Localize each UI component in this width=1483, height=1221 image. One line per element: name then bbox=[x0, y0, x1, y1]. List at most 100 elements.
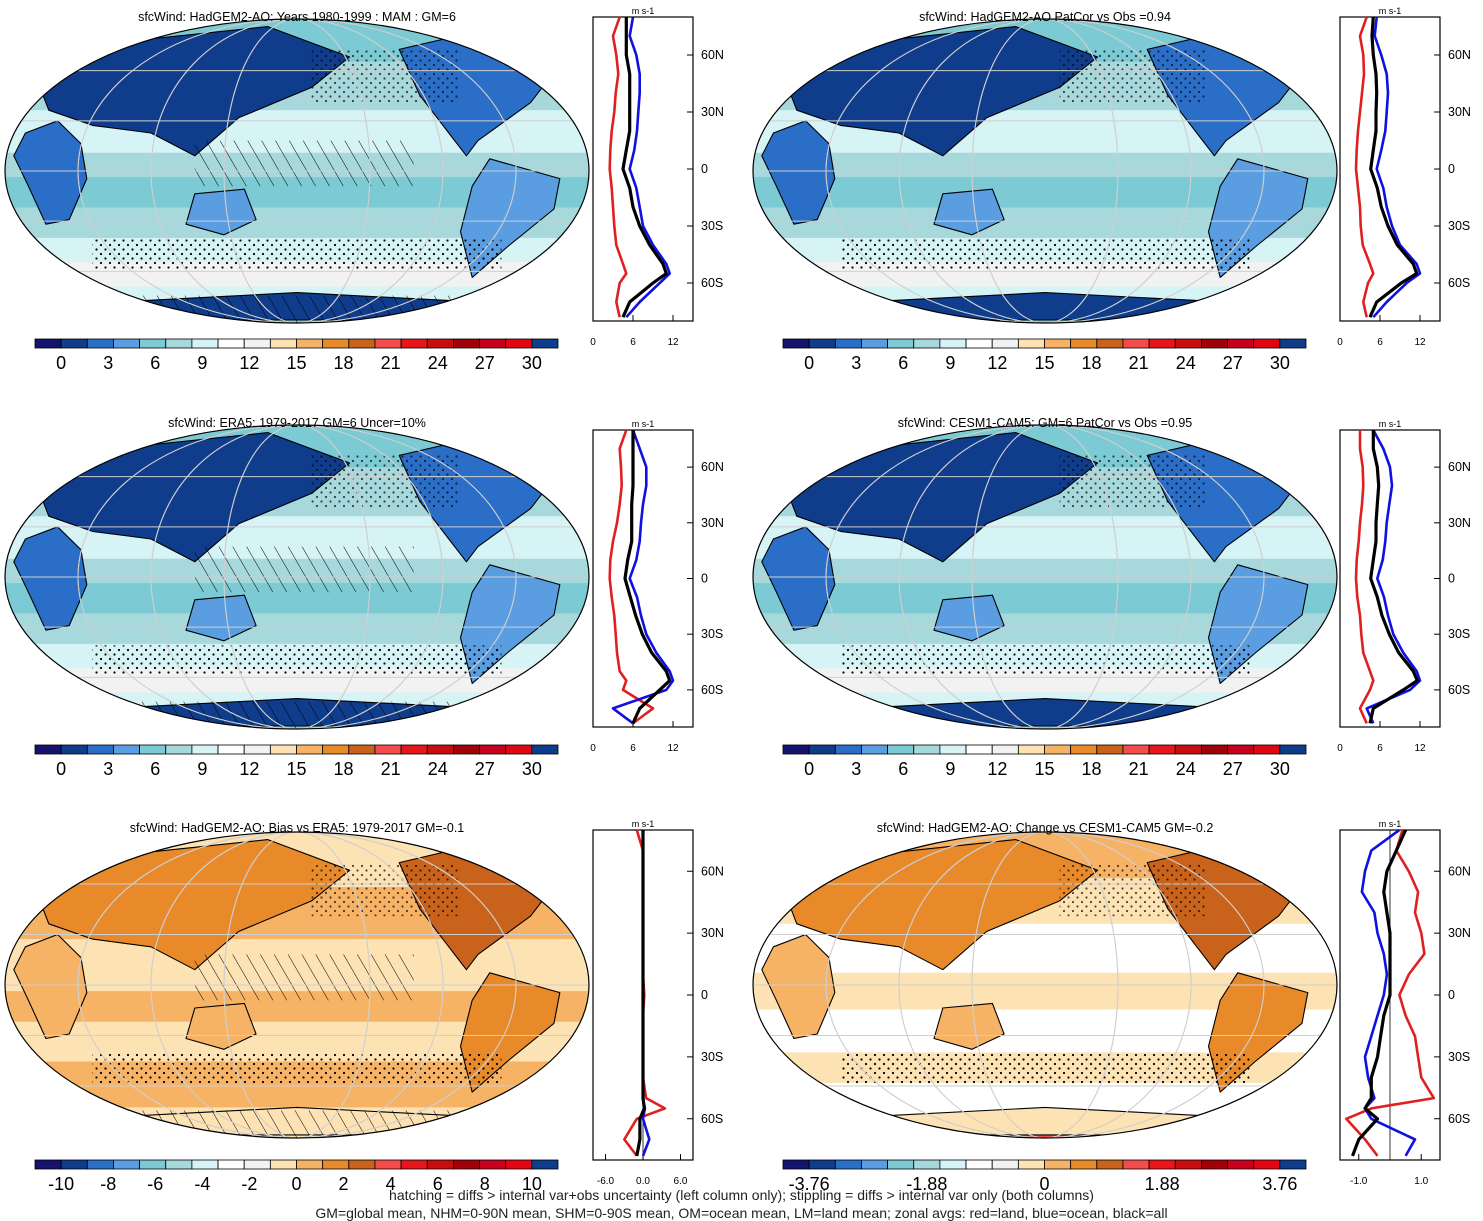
colorbar-swatch bbox=[939, 1159, 967, 1170]
profile-xtick-label: 0 bbox=[590, 743, 596, 754]
profile-ytick-label: 60S bbox=[701, 276, 723, 290]
colorbar-tick-label: 0 bbox=[56, 353, 66, 373]
colorbar-swatch bbox=[139, 338, 167, 349]
graticule-lon bbox=[825, 425, 1265, 729]
colorbar-tick-label: 27 bbox=[475, 759, 495, 779]
profile-ytick-label: 30N bbox=[1448, 926, 1471, 940]
stippled-region bbox=[92, 645, 502, 676]
map-4-continent-0 bbox=[13, 933, 88, 1040]
colorbar-swatch bbox=[217, 338, 245, 349]
colorbar-swatch bbox=[479, 744, 507, 755]
colorbar-swatch bbox=[1096, 1159, 1124, 1170]
colorbar-tick-label: 27 bbox=[1223, 759, 1243, 779]
map-panel-4: sfcWind: HadGEM2-AO: Bias vs ERA5: 1979-… bbox=[4, 821, 590, 1139]
colorbar-swatch bbox=[1122, 1159, 1150, 1170]
colorbar-swatch bbox=[113, 1159, 140, 1170]
colorbar-tick-label: 1.88 bbox=[1145, 1174, 1180, 1194]
profile-line-land bbox=[608, 429, 655, 725]
profile-line-all bbox=[1368, 430, 1419, 724]
colorbar-swatch bbox=[374, 1159, 402, 1170]
map-0-continent-1 bbox=[39, 26, 351, 157]
colorbar-tick-label: 30 bbox=[522, 759, 542, 779]
colorbar-swatch bbox=[808, 1159, 836, 1170]
stippled-region bbox=[840, 645, 1250, 676]
stippled-region bbox=[840, 239, 1250, 270]
map-2-continent-0 bbox=[13, 526, 88, 631]
map-panel-0: sfcWind: HadGEM2-AO: Years 1980-1999 : M… bbox=[4, 10, 590, 324]
colorbar-swatch bbox=[965, 744, 993, 755]
colorbar-swatch bbox=[1253, 744, 1281, 755]
profile-xtick-label: 0 bbox=[590, 337, 596, 348]
colorbar-swatch bbox=[991, 338, 1019, 349]
profile-xtick-label: -6.0 bbox=[597, 1176, 615, 1187]
graticule-lon bbox=[223, 832, 371, 1138]
profile-ytick-label: 60N bbox=[701, 864, 724, 878]
hatched-region bbox=[5, 1110, 589, 1138]
profile-ytick-label: 0 bbox=[1448, 988, 1455, 1002]
colorbar-swatch bbox=[913, 1159, 941, 1170]
colorbar-tick-label: 0 bbox=[804, 353, 814, 373]
colorbar-tick-label: 0 bbox=[804, 759, 814, 779]
colorbar-tick-label: -6 bbox=[147, 1174, 163, 1194]
colorbar-tick-label: 21 bbox=[381, 759, 401, 779]
graticule-lon bbox=[77, 19, 517, 323]
colorbar-swatch bbox=[400, 1159, 428, 1170]
colorbar-swatch bbox=[1253, 1159, 1281, 1170]
graticule-lon bbox=[971, 425, 1119, 729]
profile-line-all bbox=[1351, 829, 1408, 1157]
colorbar-swatch bbox=[1201, 744, 1228, 755]
colorbar-tick-label: 15 bbox=[1034, 759, 1054, 779]
colorbar-swatch bbox=[479, 1159, 507, 1170]
colorbar-swatch bbox=[1279, 338, 1307, 349]
map-0-continent-0 bbox=[13, 120, 88, 225]
colorbar-tick-label: 18 bbox=[334, 353, 354, 373]
profile-ytick-label: 0 bbox=[701, 572, 708, 586]
map-border bbox=[752, 18, 1338, 324]
colorbar-tick-label: 30 bbox=[1270, 353, 1290, 373]
colorbar-tick-label: 24 bbox=[1176, 353, 1196, 373]
map-2-continent-2 bbox=[185, 594, 257, 642]
colorbar-swatch bbox=[782, 338, 810, 349]
colorbar-swatch bbox=[479, 338, 507, 349]
colorbar-swatch bbox=[243, 744, 271, 755]
colorbar-tick-label: 12 bbox=[239, 353, 259, 373]
map-panel-3: sfcWind: CESM1-CAM5: GM=6 PatCor vs Obs … bbox=[752, 416, 1338, 730]
profile-line-all bbox=[621, 17, 668, 318]
colorbar-swatch bbox=[1201, 1159, 1228, 1170]
colorbar-swatch bbox=[834, 744, 862, 755]
profile-ytick-label: 30S bbox=[1448, 1050, 1470, 1064]
colorbar-swatch bbox=[34, 338, 62, 349]
colorbar-tick-label: 6 bbox=[898, 353, 908, 373]
graticule-lon bbox=[77, 425, 517, 729]
profile-ytick-label: 60S bbox=[1448, 1112, 1470, 1126]
colorbar-swatch bbox=[1148, 338, 1176, 349]
colorbar-tick-label: 3 bbox=[103, 759, 113, 779]
stippled-region bbox=[92, 239, 502, 270]
hatched-region bbox=[194, 546, 414, 593]
profile-xtick-label: 0.0 bbox=[636, 1176, 650, 1187]
colorbar-swatch bbox=[191, 338, 219, 349]
map-border bbox=[4, 18, 590, 324]
colorbar-4: -10 -8 -6 -4 -2 0 2 4 6 8 10 bbox=[34, 1159, 559, 1194]
colorbar-swatch bbox=[374, 744, 402, 755]
profile-xtick-label: 12 bbox=[1414, 743, 1426, 754]
colorbar-swatch bbox=[269, 744, 297, 755]
colorbar-swatch bbox=[348, 338, 376, 349]
profile-xtick-label: 12 bbox=[667, 743, 679, 754]
colorbar-tick-label: 18 bbox=[1082, 353, 1102, 373]
colorbar-swatch bbox=[808, 338, 836, 349]
colorbar-tick-label: 2 bbox=[339, 1174, 349, 1194]
colorbar-tick-label: -4 bbox=[194, 1174, 210, 1194]
map-panel-1: sfcWind: HadGEM2-AO PatCor vs Obs =0.94 bbox=[752, 10, 1338, 324]
graticule-lon bbox=[150, 425, 444, 729]
map-border bbox=[4, 424, 590, 730]
colorbar-swatch bbox=[113, 744, 140, 755]
colorbar-swatch bbox=[1070, 338, 1098, 349]
map-panel-2: sfcWind: ERA5: 1979-2017 GM=6 Uncer=10% bbox=[4, 416, 590, 730]
graticule-lon bbox=[223, 19, 371, 323]
graticule-lon bbox=[898, 19, 1192, 323]
colorbar-swatch bbox=[34, 1159, 62, 1170]
profile-units-label: m s-1 bbox=[632, 819, 655, 829]
colorbar-swatch bbox=[243, 338, 271, 349]
colorbar-tick-label: 15 bbox=[1034, 353, 1054, 373]
